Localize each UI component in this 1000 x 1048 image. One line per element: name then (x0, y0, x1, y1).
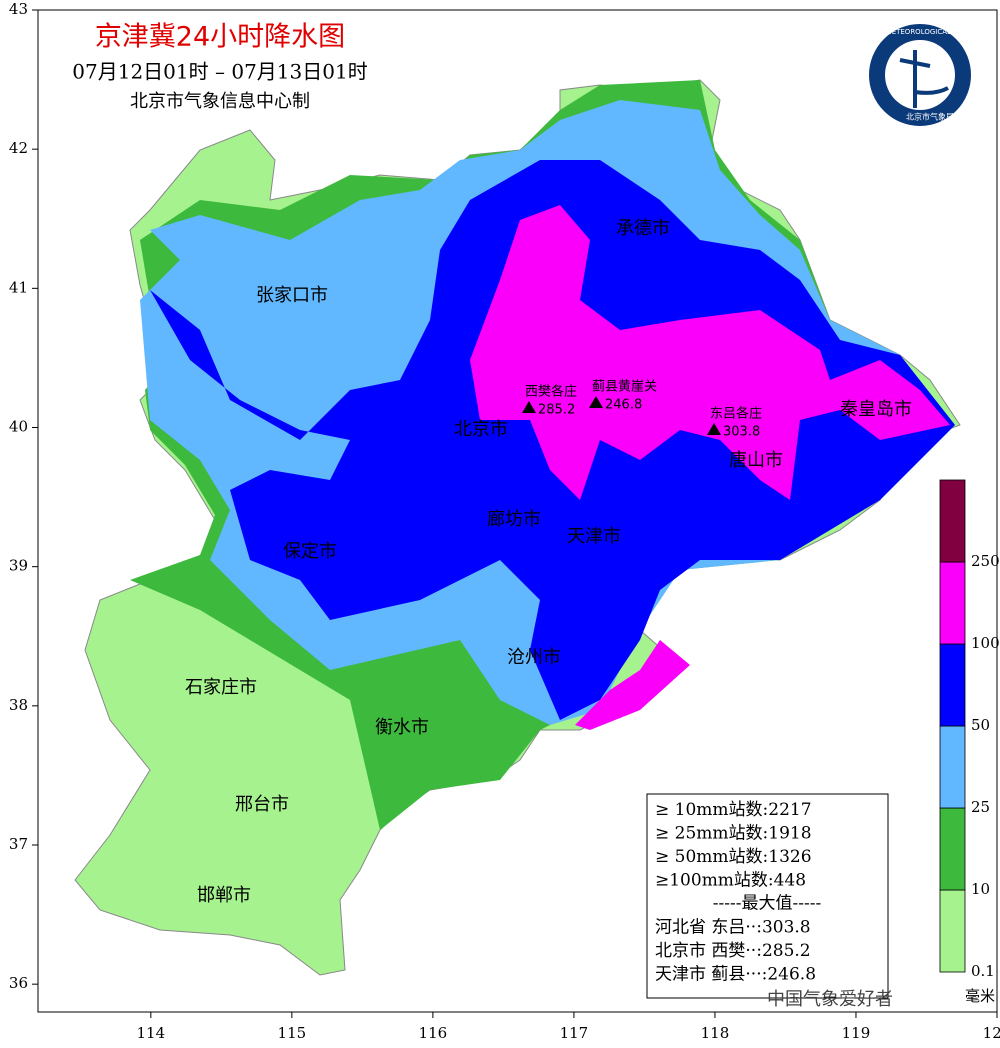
stat-max: 河北省 东吕··:303.8 (655, 917, 811, 937)
x-tick-label: 114 (137, 1024, 166, 1042)
legend-level: 0.1 (971, 962, 995, 980)
x-tick-label: 118 (701, 1024, 730, 1042)
stat-count: ≥ 50mm站数:1326 (655, 847, 812, 867)
region-magenta (470, 205, 950, 500)
stat-max-value: 285.2 (762, 941, 811, 961)
stat-max-value: 303.8 (762, 917, 811, 937)
legend-level: 50 (971, 716, 990, 734)
y-tick-label: 37 (9, 835, 28, 853)
legend-swatch (939, 725, 966, 809)
legend-level: 100 (971, 634, 1000, 652)
city-label: 承德市 (616, 218, 670, 239)
y-tick-label: 38 (9, 696, 28, 714)
station-name: 东吕各庄 (710, 406, 762, 422)
stat-count-value: 1918 (768, 823, 811, 843)
stat-max-label: 河北省 东吕··: (655, 917, 762, 937)
legend-level: 25 (971, 798, 990, 816)
city-label: 衡水市 (375, 717, 429, 738)
stat-count: ≥ 10mm站数:2217 (655, 800, 812, 820)
map-frame (37, 9, 998, 1013)
city-label: 北京市 (454, 419, 508, 440)
city-label: 廊坊市 (487, 509, 541, 530)
stat-count-label: ≥ 25mm站数: (655, 823, 768, 843)
stat-max: 天津市 蓟县···:246.8 (655, 964, 816, 984)
y-tick-label: 36 (9, 974, 28, 992)
city-label: 张家口市 (256, 285, 328, 306)
station-value: 285.2 (538, 403, 575, 418)
stat-max: 北京市 西樊··:285.2 (655, 941, 811, 961)
stat-max-label: 北京市 西樊··: (655, 941, 762, 961)
logo-ring-text: BEIJING METEOROLOGICAL SERVICE (857, 28, 982, 36)
city-label: 邢台市 (235, 794, 289, 815)
stat-max-label: 天津市 蓟县···: (655, 964, 767, 984)
stat-max-value: 246.8 (767, 964, 816, 984)
stat-count-value: 2217 (768, 800, 811, 820)
stat-count: ≥100mm站数:448 (655, 870, 806, 890)
city-label: 唐山市 (729, 450, 783, 471)
x-tick-label: 115 (278, 1024, 307, 1042)
station-name: 西樊各庄 (525, 384, 577, 400)
region-magenta-south (575, 640, 690, 730)
x-tick-label: 120 (983, 1024, 1000, 1042)
city-label: 保定市 (283, 541, 337, 562)
station-value: 246.8 (605, 398, 642, 413)
stat-count-label: ≥ 10mm站数: (655, 800, 768, 820)
stat-count-label: ≥ 50mm站数: (655, 847, 768, 867)
stats-box (646, 793, 889, 999)
station-marker (522, 401, 536, 413)
legend-swatch (939, 643, 966, 727)
stat-count-value: 1326 (768, 847, 811, 867)
city-label: 秦皇岛市 (840, 399, 912, 420)
legend-swatch (939, 561, 966, 645)
map-title: 京津冀24小时降水图 (95, 22, 345, 53)
legend-swatch (939, 889, 966, 973)
map-producer: 北京市气象信息中心制 (130, 91, 310, 112)
y-tick-label: 40 (9, 418, 28, 436)
legend-swatch (939, 479, 966, 563)
stat-count: ≥ 25mm站数:1918 (655, 823, 812, 843)
logo: BEIJING METEOROLOGICAL SERVICE 北京市气象局 (857, 22, 983, 128)
station-name: 蓟县黄崖关 (592, 380, 657, 395)
station-value: 303.8 (723, 425, 760, 440)
stat-count-value: 448 (774, 870, 806, 890)
city-label: 天津市 (567, 526, 621, 547)
x-tick-label: 119 (842, 1024, 871, 1042)
y-tick-label: 43 (9, 0, 28, 18)
y-tick-label: 42 (9, 139, 28, 157)
y-tick-label: 39 (9, 557, 28, 575)
watermark: 中国气象爱好者 (767, 989, 893, 1010)
station-marker (707, 423, 721, 435)
legend-unit: 毫米 (965, 987, 995, 1005)
legend-level: 250 (971, 552, 1000, 570)
map-period: 07月12日01时 – 07月13日01时 (72, 60, 367, 84)
stats-max-title: -----最大值----- (713, 894, 821, 914)
stat-count-label: ≥100mm站数: (655, 870, 774, 890)
logo-center-text: 北京市气象局 (906, 112, 954, 122)
city-label: 石家庄市 (185, 677, 257, 698)
city-label: 邯郸市 (197, 885, 251, 906)
map-layer (37, 9, 998, 1013)
x-tick-label: 117 (560, 1024, 589, 1042)
legend-level: 10 (971, 880, 990, 898)
legend-swatch (939, 807, 966, 891)
station-marker (589, 396, 603, 408)
x-tick-label: 116 (419, 1024, 448, 1042)
y-tick-label: 41 (9, 278, 28, 296)
city-label: 沧州市 (507, 647, 561, 668)
